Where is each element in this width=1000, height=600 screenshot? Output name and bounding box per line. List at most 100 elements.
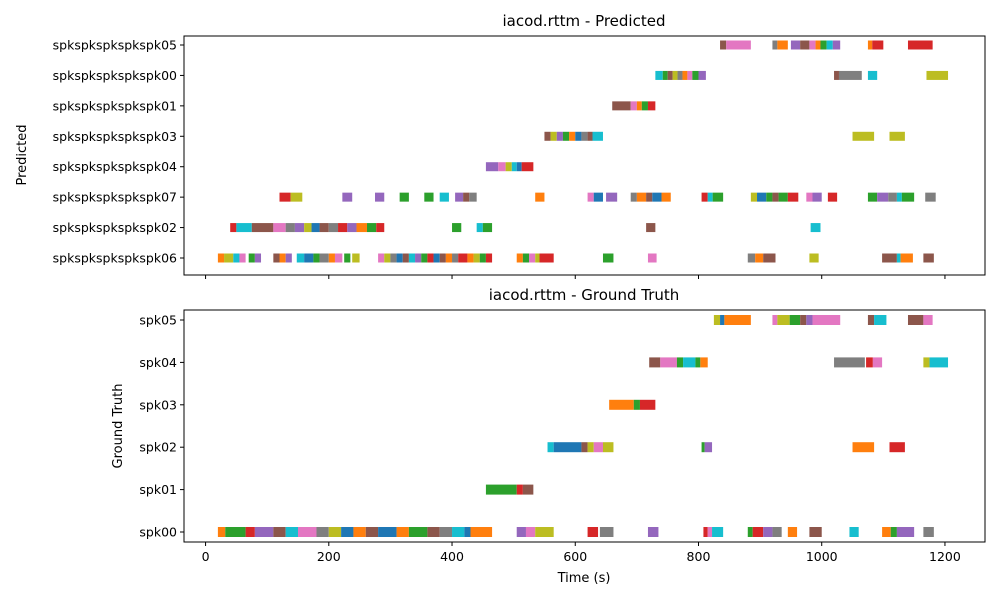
predicted-segment [646,192,653,202]
predicted-segment [485,253,493,263]
predicted-segment [399,192,409,202]
predicted-segment [273,253,280,263]
predicted-segment [602,253,614,263]
ground-truth-y-ticks: spk00 spk01 spk02 spk03 spk04 spk05 [139,313,184,540]
predicted-segment [852,131,875,141]
ground-truth-segment [923,315,933,325]
predicted-segment [692,70,699,80]
predicted-y-tick-label: spkspkspkspkspk02 [53,220,177,235]
predicted-y-tick-label: spkspkspkspkspk06 [53,251,177,266]
ground-truth-segment [245,527,255,537]
predicted-segment [872,40,884,50]
ground-truth-segment [724,315,751,325]
ground-truth-segment [581,442,588,453]
predicted-segment [233,253,240,263]
predicted-segment [750,192,758,202]
predicted-segment [313,253,320,263]
ground-truth-segment [772,315,778,325]
predicted-segment [239,253,246,263]
ground-truth-segment [752,527,764,537]
predicted-segment [838,70,862,80]
ground-truth-segment [806,315,813,325]
ground-truth-segment [701,442,705,453]
predicted-segment [550,131,557,141]
predicted-segment [273,223,286,233]
predicted-segment [787,192,799,202]
predicted-segment [421,253,428,263]
predicted-segment [376,223,385,233]
predicted-segment [755,253,764,263]
ground-truth-segment [867,315,875,325]
predicted-segment [452,253,459,263]
ground-truth-segment [660,357,677,368]
predicted-segment [687,70,693,80]
predicted-segment [896,253,901,263]
ground-truth-segment [516,527,526,537]
ground-truth-x-tick-label: 400 [440,549,464,564]
ground-truth-segment [609,399,634,410]
predicted-segment [347,223,357,233]
ground-truth-segment [647,527,659,537]
predicted-segment [344,253,351,263]
predicted-segment [820,40,827,50]
predicted-segment [652,192,662,202]
predicted-segment [809,253,819,263]
predicted-segment [304,223,312,233]
predicted-segment [522,253,530,263]
ground-truth-segment [852,442,875,453]
predicted-segment [647,253,657,263]
predicted-segment [926,70,949,80]
ground-truth-y-axis-label: Ground Truth [111,384,126,469]
ground-truth-y-tick-label: spk05 [139,313,177,328]
predicted-segment [923,253,934,263]
predicted-segment [521,162,534,172]
predicted-segment [254,253,262,263]
ground-truth-segment [593,442,603,453]
ground-truth-segment [439,527,453,537]
predicted-segment [556,131,563,141]
predicted-segment [832,40,841,50]
ground-truth-segment [704,442,713,453]
predicted-segment [707,192,713,202]
predicted-segment [772,192,779,202]
ground-truth-segment [866,357,873,368]
predicted-segment [384,253,391,263]
predicted-segment [712,192,724,202]
predicted-segment [682,70,688,80]
predicted-segment [516,253,523,263]
predicted-segment [655,70,663,80]
ground-truth-segment [587,527,599,537]
ground-truth-x-tick-label: 200 [317,549,341,564]
ground-truth-segment [676,357,684,368]
predicted-segment [402,253,409,263]
predicted-segment [535,192,545,202]
predicted-y-tick-label: spkspkspkspkspk05 [53,38,177,53]
predicted-segment [463,192,470,202]
ground-truth-segment [707,527,713,537]
predicted-segment [867,192,878,202]
ground-truth-x-tick-label: 0 [202,549,210,564]
ground-truth-x-ticks: 0 200 400 600 800 1000 1200 [202,542,961,564]
predicted-segment [236,223,252,233]
ground-truth-segment [849,527,859,537]
predicted-segment [455,192,464,202]
ground-truth-segment [777,315,790,325]
predicted-segment [790,40,801,50]
ground-truth-segment [896,527,915,537]
predicted-y-tick-label: spkspkspkspkspk00 [53,68,177,83]
ground-truth-segment [225,527,246,537]
ground-truth-segment [553,442,582,453]
ground-truth-segment [254,527,274,537]
ground-truth-segment [633,399,640,410]
predicted-segment [505,162,512,172]
predicted-segment [677,70,683,80]
predicted-segment [800,40,810,50]
predicted-segment [827,192,838,202]
predicted-segment [319,253,329,263]
predicted-segment [834,70,839,80]
predicted-panel: iacod.rttm - Predicted spkspkspkspkspk06… [15,12,986,279]
ground-truth-segment [396,527,409,537]
predicted-segment [896,192,902,202]
ground-truth-segment [649,357,661,368]
ground-truth-segment [353,527,366,537]
